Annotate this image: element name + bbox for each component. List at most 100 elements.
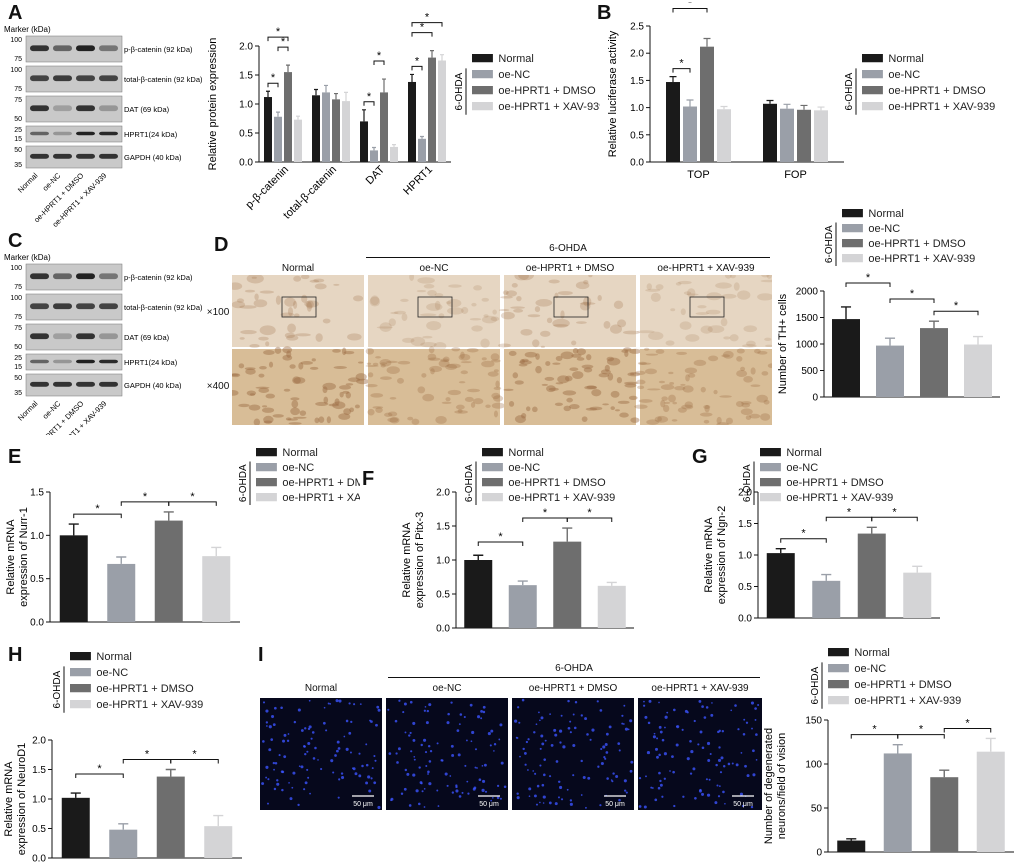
sig-star: *: [498, 531, 503, 543]
ihc-stain: [581, 416, 588, 422]
y-tick-label: 0.5: [239, 129, 253, 140]
ihc-stain: [495, 380, 500, 388]
ihc-stain: [263, 350, 275, 356]
nucleus-dot: [663, 752, 667, 756]
x-tick-label: p-β-catenin: [244, 164, 292, 212]
ihc-stain: [447, 307, 464, 315]
nucleus-dot: [261, 782, 265, 786]
y-tick-label: 0.0: [738, 614, 752, 625]
nucleus-dot: [536, 784, 540, 788]
ihc-stain: [500, 296, 513, 299]
ihc-stain: [713, 389, 718, 395]
ihc-stain: [584, 385, 598, 390]
nucleus-dot: [283, 733, 287, 737]
ihc-stain: [314, 283, 327, 290]
sig-bracket: [477, 541, 524, 546]
y-axis-label: Relative mRNA: [3, 761, 15, 837]
ihc-stain: [716, 416, 722, 425]
ihc-stain: [423, 284, 435, 289]
ihc-stain: [375, 356, 381, 359]
mag-label-400: ×400: [206, 381, 230, 392]
ihc-stain: [447, 389, 461, 396]
nucleus-dot: [554, 733, 558, 737]
ihc-stain: [555, 382, 564, 385]
bar: [380, 92, 388, 162]
error-bar: [783, 103, 791, 109]
bar: [312, 95, 320, 162]
ihc-stain: [581, 364, 594, 369]
blot-band: [76, 273, 95, 280]
ihc-stain: [480, 338, 490, 349]
bar: [930, 777, 959, 852]
sig-bracket: [889, 298, 935, 303]
chart-f: 0.0 0.5 1.0 1.5 2.0 Relative mRNA expression o…: [401, 447, 634, 635]
blot-band: [99, 45, 118, 52]
nucleus-dot: [408, 734, 411, 737]
nucleus-dot: [580, 714, 583, 717]
blot-band: [99, 75, 118, 82]
nucleus-dot: [276, 779, 279, 782]
nucleus-dot: [359, 703, 362, 705]
nucleus-dot: [638, 777, 642, 780]
nucleus-dot: [701, 792, 705, 796]
blot-band: [76, 333, 95, 340]
nucleus-dot: [440, 759, 443, 762]
ihc-stain: [490, 316, 500, 322]
ihc-stain: [311, 358, 316, 362]
nucleus-dot: [540, 716, 544, 720]
ihc-stain: [491, 402, 505, 409]
ihc-stain: [514, 380, 524, 385]
ihc-stain: [258, 387, 270, 393]
nucleus-dot: [409, 700, 413, 704]
nucleus-dot: [656, 755, 659, 759]
error-bar: [817, 106, 825, 111]
ihc-stain: [293, 313, 300, 318]
treatment-label: 6-OHDA: [824, 225, 835, 263]
ihc-stain: [572, 348, 579, 354]
nucleus-dot: [423, 806, 426, 808]
error-bar: [846, 838, 857, 841]
nucleus-dot: [560, 798, 564, 801]
error-bar: [296, 115, 300, 120]
nucleus-dot: [605, 732, 609, 736]
bar: [109, 829, 138, 858]
blot-band: [53, 303, 72, 310]
nucleus-dot: [265, 721, 269, 724]
ihc-stain: [602, 403, 609, 406]
nucleus-dot: [287, 733, 290, 735]
treatment-header-i: 6-OHDA: [555, 663, 593, 674]
ihc-stain: [563, 405, 571, 412]
nucleus-dot: [418, 802, 421, 806]
ihc-stain: [259, 325, 276, 336]
nucleus-dot: [350, 720, 353, 724]
nucleus-dot: [483, 763, 487, 767]
ihc-stain: [448, 284, 462, 288]
bar: [814, 110, 828, 162]
error-bar: [766, 99, 774, 104]
nucleus-dot: [429, 749, 433, 753]
nucleus-dot: [533, 731, 536, 734]
ihc-stain: [540, 345, 545, 348]
legend-swatch: [472, 70, 493, 79]
bar: [360, 121, 368, 162]
nucleus-dot: [533, 794, 537, 798]
nucleus-dot: [424, 751, 428, 754]
nucleus-dot: [408, 804, 412, 807]
nucleus-dot: [737, 728, 740, 731]
sig-star: *: [679, 58, 684, 70]
ihc-stain: [498, 309, 510, 312]
y-tick-label: 0.5: [738, 582, 752, 593]
nucleus-dot: [477, 715, 481, 719]
nucleus-dot: [358, 774, 362, 778]
ihc-stain: [238, 363, 245, 369]
blot-band: [53, 381, 72, 387]
sig-bracket: [267, 36, 289, 42]
ihc-stain: [314, 417, 320, 424]
ihc-stain: [492, 309, 497, 315]
sig-star: *: [415, 55, 420, 67]
nucleus-dot: [358, 752, 361, 755]
nucleus-dot: [722, 765, 726, 768]
nucleus-dot: [682, 795, 685, 798]
error-bar: [517, 580, 528, 586]
nucleus-dot: [671, 755, 674, 759]
